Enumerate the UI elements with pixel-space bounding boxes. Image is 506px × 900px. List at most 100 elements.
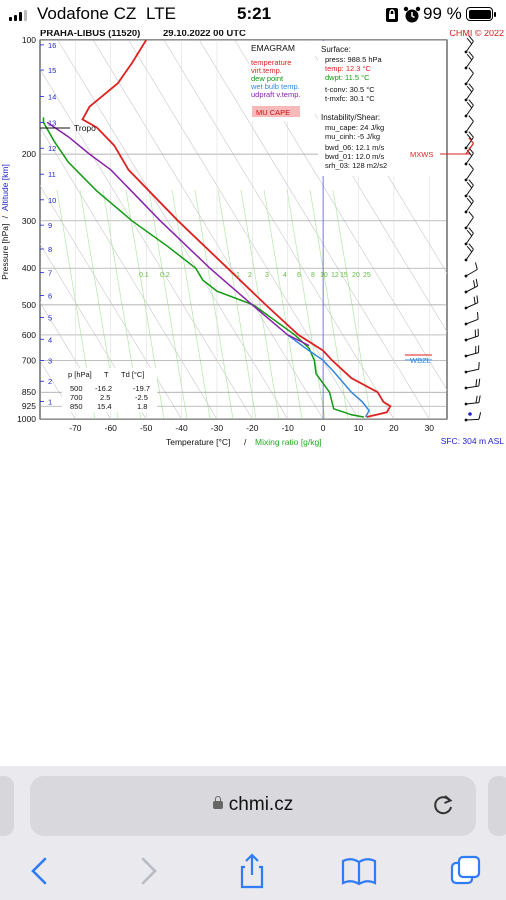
altitude-tick-label: 15 bbox=[48, 66, 56, 75]
wind-barb-staff bbox=[465, 217, 474, 229]
wind-barb-feather bbox=[466, 229, 473, 237]
wind-barb-staff bbox=[465, 302, 479, 309]
legend-title: EMAGRAM bbox=[251, 43, 295, 53]
chart-date: 29.10.2022 00 UTC bbox=[163, 30, 246, 39]
url-display: chmi.cz bbox=[30, 794, 476, 816]
wind-barb bbox=[464, 179, 474, 198]
wind-barb-dot bbox=[464, 162, 468, 166]
altitude-tick-label: 9 bbox=[48, 221, 52, 230]
wind-barb bbox=[464, 131, 474, 150]
x-tick-layer: -70 -60 -50 -40 -30 -20 -10 0 10 20 30 bbox=[69, 423, 434, 433]
y-tick-label: 850 bbox=[22, 387, 36, 397]
wind-barb-feather bbox=[468, 35, 474, 42]
wind-barb bbox=[464, 35, 474, 54]
wind-barb-dot bbox=[464, 258, 468, 262]
wind-barb bbox=[464, 243, 474, 262]
wind-barb-staff bbox=[465, 185, 474, 197]
bookmarks-icon[interactable] bbox=[339, 851, 379, 891]
bwd-06-value: bwd_06: 12.1 m/s bbox=[325, 143, 384, 152]
copyright-label: CHMI © 2022 bbox=[449, 30, 504, 38]
grid-layer bbox=[40, 40, 447, 419]
x-tick-label: -10 bbox=[282, 423, 295, 433]
dry-adiabat bbox=[199, 40, 430, 419]
back-icon[interactable] bbox=[20, 851, 60, 891]
share-icon[interactable] bbox=[232, 851, 272, 891]
wind-barb bbox=[464, 67, 474, 86]
level-table-cell: 700 bbox=[70, 393, 83, 402]
wind-barb-dot bbox=[464, 194, 468, 198]
wind-barb-dot bbox=[464, 210, 468, 214]
wind-barb-feather bbox=[468, 67, 474, 74]
wind-barb-staff bbox=[465, 402, 479, 405]
emagram-chart: PRAHA-LIBUS (11520) 29.10.2022 00 UTC CH… bbox=[0, 28, 506, 450]
mixing-ratio-label: 6 bbox=[297, 272, 301, 279]
wind-barb-feather bbox=[478, 378, 481, 387]
wind-barb bbox=[464, 227, 474, 246]
srh-03-value: srh_03: 128 m2/s2 bbox=[325, 161, 387, 170]
mixing-ratio-line bbox=[125, 189, 165, 419]
level-table-box bbox=[62, 368, 157, 412]
altitude-tick-label: 16 bbox=[48, 41, 56, 50]
tabs-icon[interactable] bbox=[446, 851, 486, 891]
wind-barb-feather bbox=[468, 83, 474, 90]
mixing-ratio-line bbox=[171, 189, 211, 419]
legend-virt-temp: virt.temp. bbox=[251, 66, 282, 75]
level-table-cell: 2.5 bbox=[100, 393, 110, 402]
mixing-ratio-axis-label: Mixing ratio [g/kg] bbox=[255, 437, 322, 447]
mixing-ratio-line bbox=[148, 189, 188, 419]
wind-barb bbox=[464, 262, 478, 278]
wind-barb bbox=[464, 312, 479, 326]
altitude-tick-label: 10 bbox=[48, 196, 56, 205]
altitude-tick-label: 8 bbox=[48, 245, 52, 254]
wind-barb-feather bbox=[475, 278, 479, 287]
info-box bbox=[318, 41, 446, 176]
x-tick-label: -20 bbox=[246, 423, 259, 433]
signal-icon bbox=[9, 10, 29, 21]
forward-icon[interactable] bbox=[128, 851, 168, 891]
wind-barb-feather bbox=[466, 197, 473, 205]
surface-press: press: 988.5 hPa bbox=[325, 55, 383, 64]
wind-barb-feather bbox=[476, 312, 479, 320]
mixing-ratio-layer: 0.1 0.2 1 2 3 4 6 8 10 12 15 20 25 bbox=[139, 272, 371, 279]
mixing-ratio-label: 10 bbox=[320, 272, 328, 279]
dry-adiabat bbox=[40, 126, 218, 419]
altitude-tick-label: 11 bbox=[48, 170, 56, 179]
mixing-ratio-label: 2 bbox=[248, 272, 252, 279]
dry-adiabat bbox=[40, 185, 182, 419]
wind-barb-dot bbox=[464, 354, 468, 358]
altitude-tick-label: 7 bbox=[48, 269, 52, 278]
wind-barb-dot bbox=[464, 322, 468, 326]
wind-barb-feather bbox=[475, 346, 477, 354]
wind-barb-feather bbox=[466, 37, 473, 45]
wind-barb bbox=[464, 278, 479, 294]
wind-barb-staff bbox=[465, 57, 474, 69]
y-tick-label: 100 bbox=[22, 35, 36, 45]
wind-barb-feather bbox=[468, 99, 474, 106]
wind-barb-feather bbox=[478, 345, 480, 353]
wind-barb-staff bbox=[465, 153, 474, 165]
altitude-tick-label: 1 bbox=[48, 397, 52, 406]
wind-barb-staff bbox=[465, 41, 474, 53]
y-tick-label: 700 bbox=[22, 355, 36, 365]
wind-barb-feather bbox=[468, 131, 474, 138]
next-tab-preview[interactable] bbox=[488, 776, 506, 836]
altitude-tick-label: 14 bbox=[48, 93, 56, 102]
x-tick-label: 10 bbox=[354, 423, 364, 433]
dry-adiabat bbox=[57, 40, 288, 419]
legend-temperature: temperature bbox=[251, 58, 291, 67]
surface-wind-dot bbox=[468, 412, 472, 416]
browser-toolbar bbox=[0, 845, 506, 900]
mixing-ratio-label: 20 bbox=[352, 272, 360, 279]
series-line-udpraft-v-temp bbox=[46, 121, 310, 347]
wind-barb bbox=[464, 295, 479, 310]
reload-icon[interactable] bbox=[430, 792, 456, 818]
mu-cape-label: MU CAPE bbox=[256, 108, 290, 117]
previous-tab-preview[interactable] bbox=[0, 776, 14, 836]
wind-barb bbox=[464, 211, 474, 230]
address-bar[interactable]: chmi.cz bbox=[30, 776, 476, 836]
dry-adiabat bbox=[92, 40, 324, 419]
wind-barb-dot bbox=[464, 274, 468, 278]
wind-barb-dot bbox=[464, 178, 468, 182]
dry-adiabat bbox=[128, 40, 359, 419]
